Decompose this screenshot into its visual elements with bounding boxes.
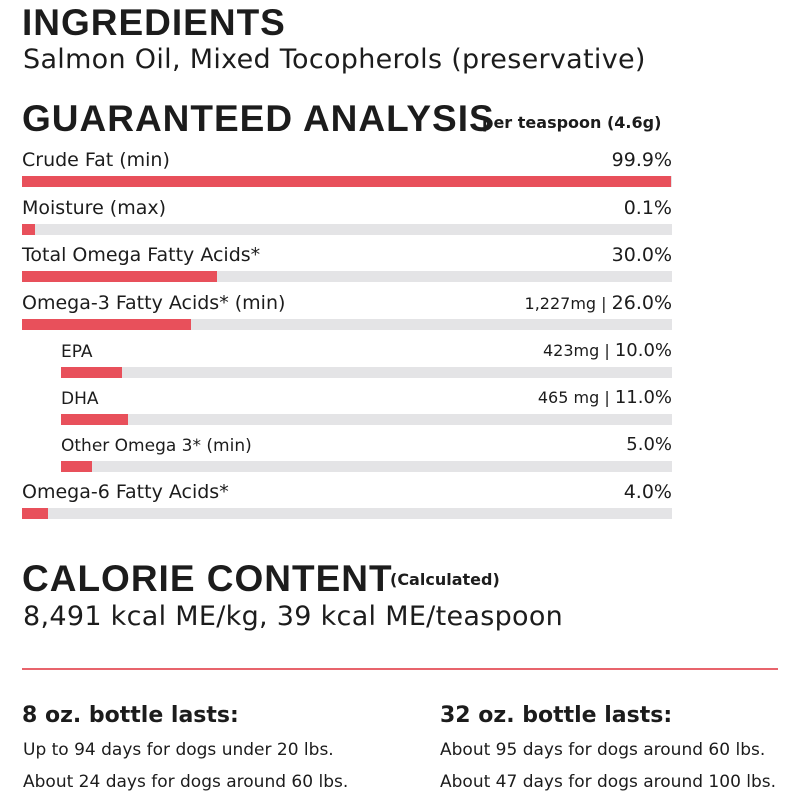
nutrient-bar-fill (61, 414, 129, 425)
analysis-row-total-omega: Total Omega Fatty Acids* 30.0% (22, 246, 672, 292)
analysis-row-crude-fat: Crude Fat (min) 99.9% (22, 151, 672, 197)
nutrient-value: 423mg | 10.0% (543, 342, 672, 360)
nutrient-percent: 99.9% (611, 149, 672, 171)
analysis-row-omega-3: Omega-3 Fatty Acids* (min) 1,227mg | 26.… (22, 294, 672, 340)
nutrient-label: Omega-6 Fatty Acids* (22, 481, 229, 503)
nutrient-bar-track (22, 176, 672, 187)
nutrient-bar-track (22, 508, 672, 519)
nutrient-value: 99.9% (612, 151, 672, 170)
nutrient-bar-track (22, 224, 672, 235)
nutrient-label: Omega-3 Fatty Acids* (min) (22, 292, 286, 314)
nutrient-bar-track (61, 414, 672, 425)
nutrient-bar-fill (22, 271, 217, 282)
nutrient-label: Crude Fat (min) (22, 149, 170, 171)
bottle-32oz-heading: 32 oz. bottle lasts: (440, 703, 673, 728)
nutrient-amount: 423mg | (542, 341, 615, 360)
nutrient-value: 1,227mg | 26.0% (525, 294, 672, 313)
nutrient-percent: 10.0% (614, 340, 672, 361)
analysis-heading: GUARANTEED ANALYSIS (22, 98, 495, 139)
nutrient-value: 0.1% (624, 199, 672, 218)
nutrient-label: EPA (61, 342, 93, 362)
nutrient-bar-fill (22, 508, 48, 519)
calorie-heading: CALORIE CONTENT (22, 558, 393, 599)
nutrient-percent: 30.0% (611, 244, 672, 266)
nutrient-bar-track (61, 367, 672, 378)
nutrient-bar-fill (22, 224, 35, 235)
bottle-8oz-line: About 24 days for dogs around 60 lbs. (23, 772, 349, 792)
analysis-row-moisture: Moisture (max) 0.1% (22, 199, 672, 245)
nutrient-percent: 26.0% (611, 292, 672, 314)
bottle-8oz-heading: 8 oz. bottle lasts: (22, 703, 239, 728)
analysis-row-omega-6: Omega-6 Fatty Acids* 4.0% (22, 483, 672, 529)
nutrient-label: Other Omega 3* (min) (61, 436, 252, 456)
nutrient-label: Moisture (max) (22, 197, 167, 219)
nutrient-value: 5.0% (626, 436, 672, 454)
nutrient-label: Total Omega Fatty Acids* (22, 244, 261, 266)
nutrient-value: 465 mg | 11.0% (538, 389, 672, 407)
nutrient-percent: 11.0% (614, 387, 672, 408)
bottle-32oz-line: About 47 days for dogs around 100 lbs. (440, 772, 777, 792)
analysis-row-other-omega-3: Other Omega 3* (min) 5.0% (61, 436, 672, 482)
nutrient-percent: 4.0% (623, 481, 672, 503)
ingredients-heading: INGREDIENTS (22, 2, 286, 43)
nutrient-bar-fill (61, 461, 92, 472)
nutrient-value: 4.0% (624, 483, 672, 502)
bottle-8oz-line: Up to 94 days for dogs under 20 lbs. (23, 740, 334, 760)
analysis-row-epa: EPA 423mg | 10.0% (61, 342, 672, 388)
nutrient-bar-fill (22, 176, 672, 187)
nutrient-bar-track (22, 319, 672, 330)
section-divider (22, 668, 778, 670)
nutrient-bar-track (22, 271, 672, 282)
nutrient-label: DHA (61, 389, 99, 409)
ingredients-text: Salmon Oil, Mixed Tocopherols (preservat… (23, 44, 646, 75)
nutrient-percent: 5.0% (626, 434, 672, 455)
calorie-text: 8,491 kcal ME/kg, 39 kcal ME/teaspoon (23, 601, 564, 632)
nutrient-amount: 1,227mg | (524, 294, 612, 313)
bottle-32oz-line: About 95 days for dogs around 60 lbs. (440, 740, 766, 760)
analysis-subheading: per teaspoon (4.6g) (482, 113, 662, 132)
nutrient-bar-fill (61, 367, 123, 378)
nutrient-value: 30.0% (612, 246, 672, 265)
nutrient-percent: 0.1% (623, 197, 672, 219)
nutrient-bar-fill (22, 319, 191, 330)
nutrient-amount: 465 mg | (537, 388, 615, 407)
nutrient-bar-track (61, 461, 672, 472)
calorie-subheading: (Calculated) (390, 570, 500, 589)
analysis-row-dha: DHA 465 mg | 11.0% (61, 389, 672, 435)
